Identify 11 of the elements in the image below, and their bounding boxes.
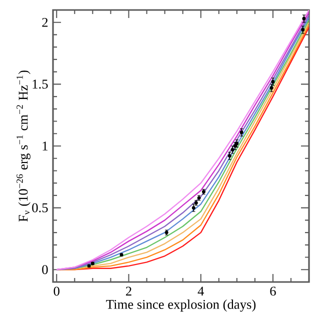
y-tick-label: 2 [42, 18, 48, 27]
text: F$_{ν}$ (10$^{−26}$ erg s$^{−1}$ cm$^{−2}$ Hz$^{−1}$) [16, 70, 30, 222]
y-tick-label: 0 [42, 265, 48, 274]
x-tick-label: 6 [270, 286, 276, 296]
x-tick-label: 2 [126, 286, 132, 296]
x-axis-title: Time since explosion (days) [106, 300, 256, 312]
y-tick-label: 1 [42, 142, 48, 150]
y-tick-label: 0.5 [32, 203, 48, 212]
x-tick-label: 0 [54, 286, 60, 296]
y-tick-label: 1.5 [32, 80, 48, 89]
x-tick-label: 4 [198, 286, 204, 296]
